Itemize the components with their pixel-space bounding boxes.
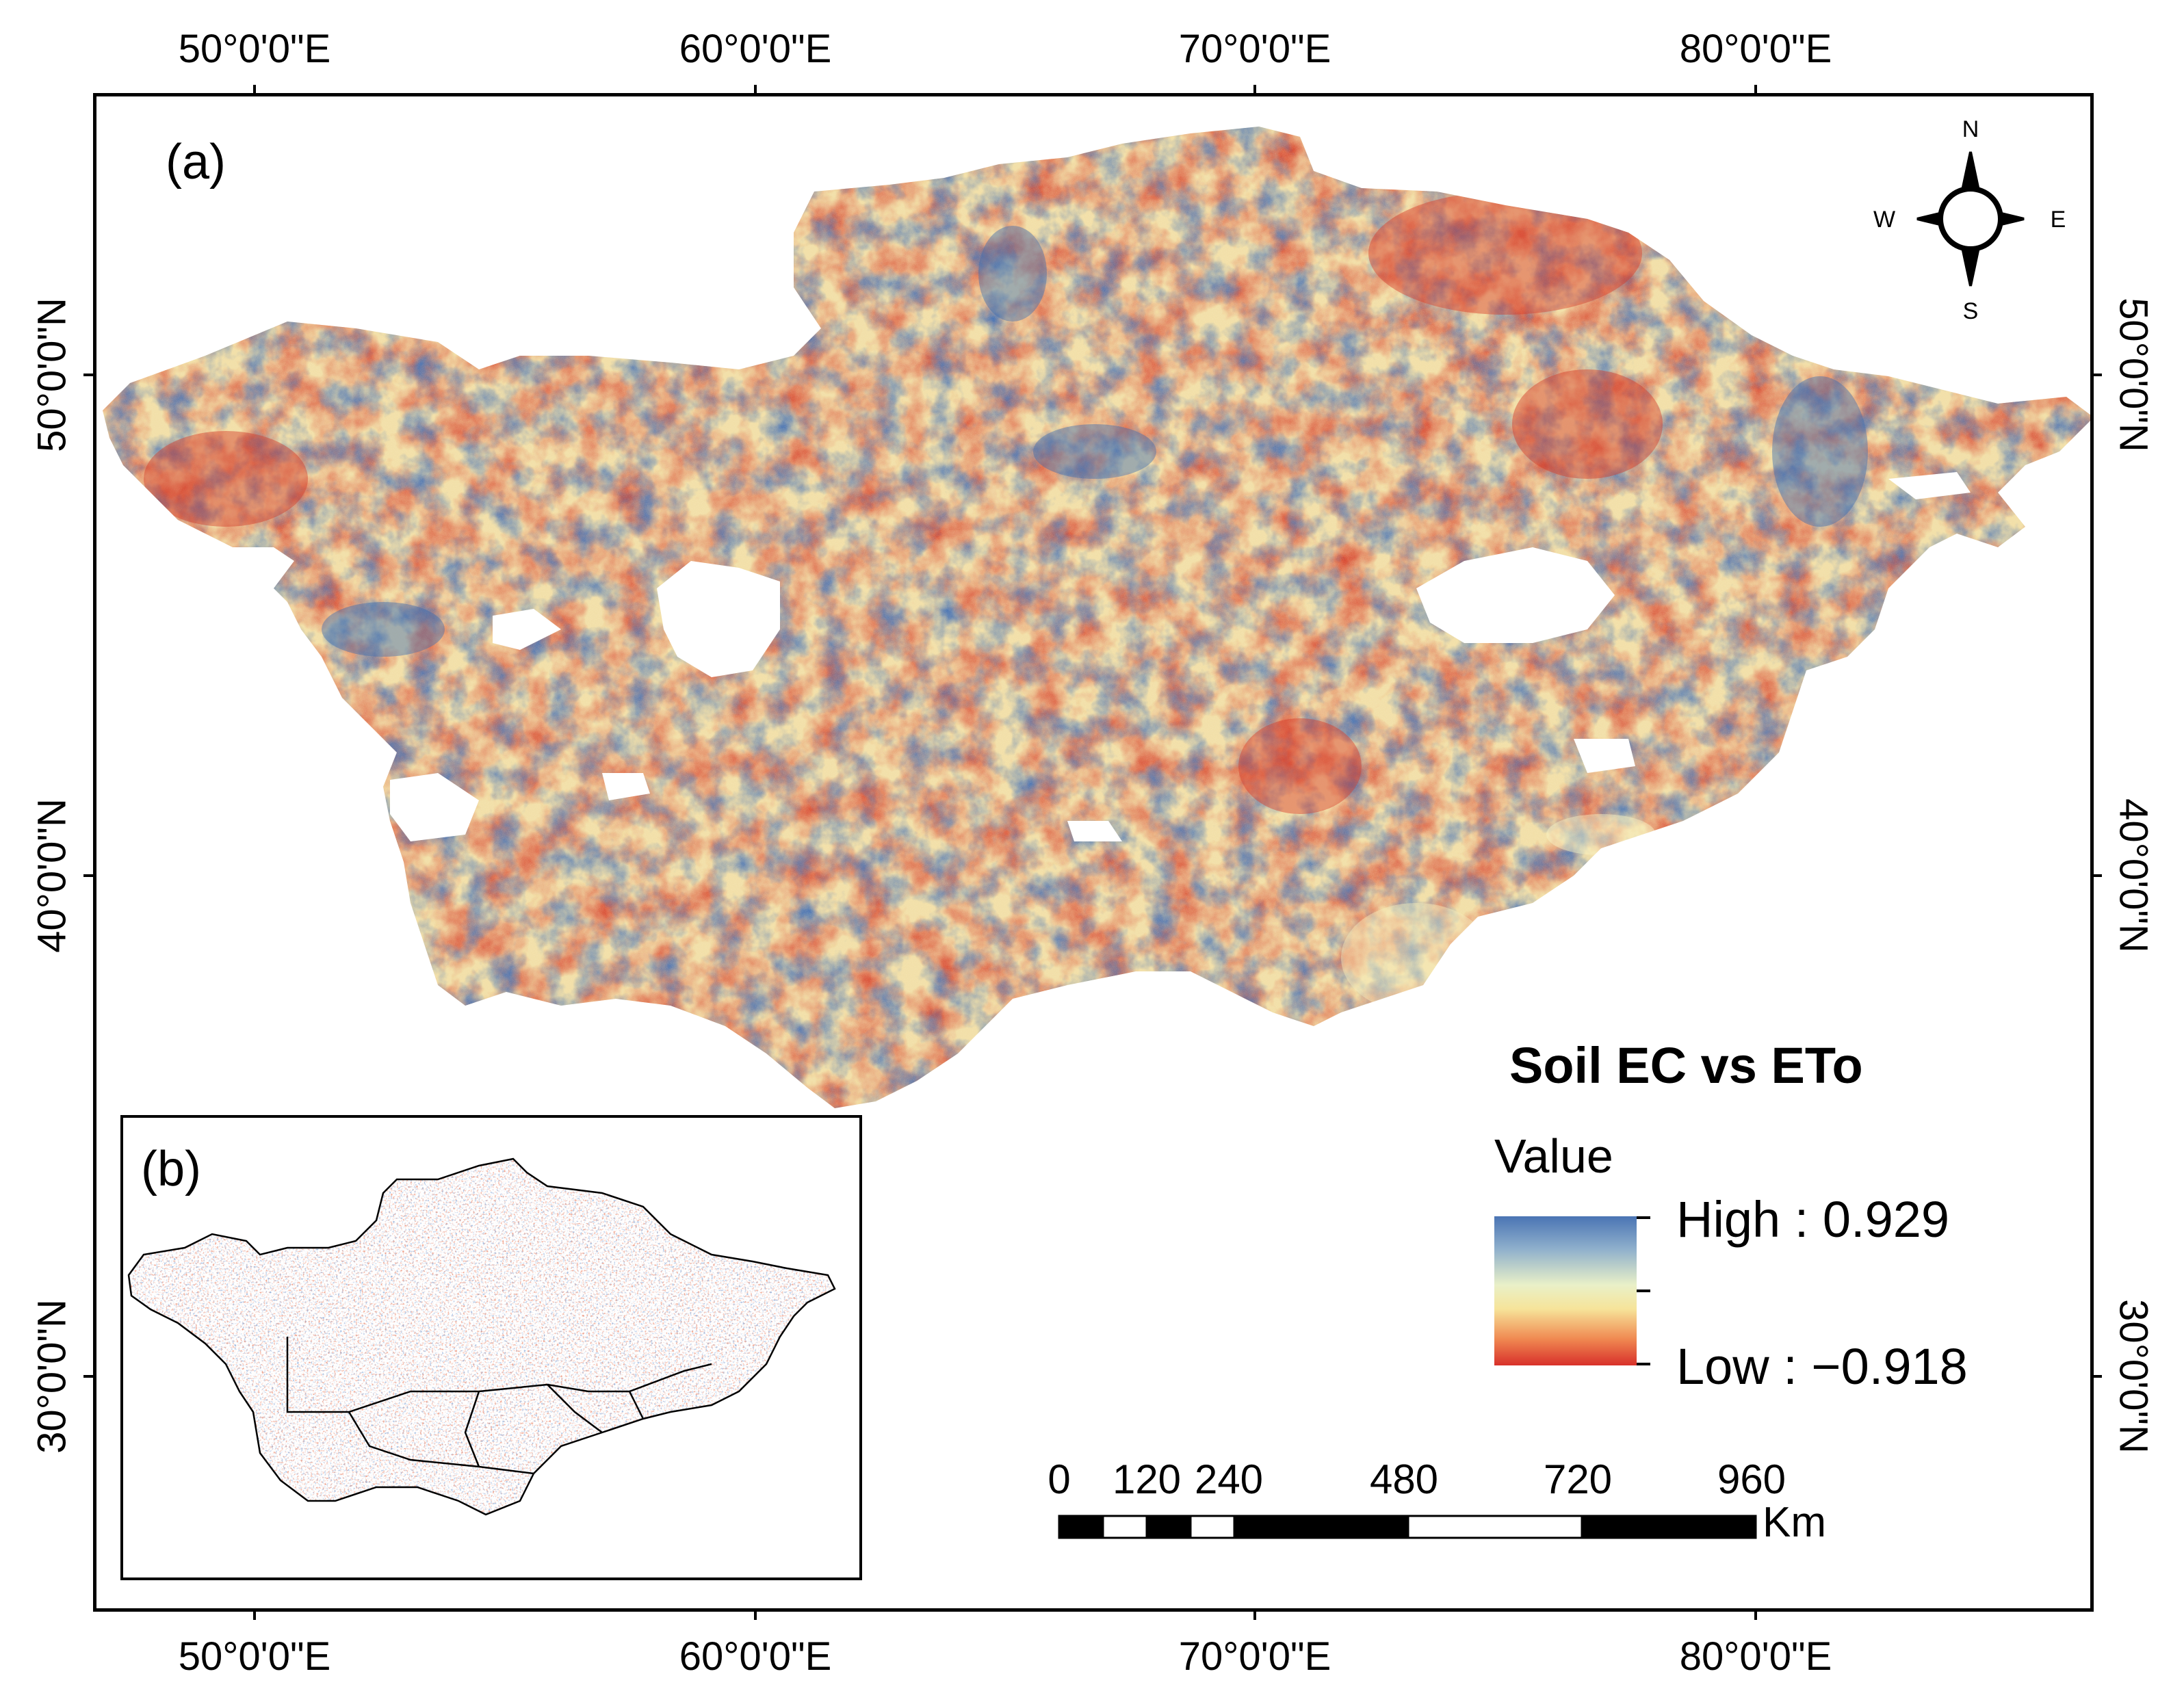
scale-label: 0 bbox=[1048, 1456, 1071, 1502]
scale-bar bbox=[1058, 1515, 1757, 1539]
inset-map bbox=[127, 1157, 836, 1516]
correlation-raster-map bbox=[103, 127, 2090, 1108]
no-data-areas bbox=[390, 472, 1971, 841]
scale-label: 720 bbox=[1543, 1456, 1613, 1502]
legend-low-label: Low : −0.918 bbox=[1676, 1338, 1968, 1395]
top-lon-tick: 50°0'0"E bbox=[178, 27, 331, 71]
compass-e-label: E bbox=[2051, 207, 2066, 233]
panel-label-b: (b) bbox=[141, 1142, 201, 1196]
compass-n-label: N bbox=[1962, 116, 1979, 142]
map-frame bbox=[93, 93, 2094, 1612]
top-lon-tick: 60°0'0"E bbox=[679, 27, 832, 71]
legend-high-label: High : 0.929 bbox=[1676, 1191, 1950, 1248]
legend-tick-mid bbox=[1637, 1289, 1650, 1292]
compass-rose-icon: N S E W bbox=[1873, 116, 2066, 324]
legend-color-ramp bbox=[1494, 1216, 1637, 1365]
bottom-lon-tick: 60°0'0"E bbox=[679, 1634, 832, 1679]
legend-value-heading: Value bbox=[1494, 1129, 1613, 1183]
top-lon-tick: 80°0'0"E bbox=[1679, 27, 1832, 71]
top-lon-tick: 70°0'0"E bbox=[1178, 27, 1331, 71]
legend-title: Soil EC vs ETo bbox=[1509, 1037, 1863, 1094]
compass-s-label: S bbox=[1963, 298, 1979, 324]
legend-tick-low bbox=[1637, 1363, 1650, 1365]
compass-w-label: W bbox=[1873, 207, 1895, 233]
scale-label: 120 bbox=[1112, 1456, 1182, 1502]
bottom-lon-tick: 70°0'0"E bbox=[1178, 1634, 1331, 1679]
bottom-lon-tick: 80°0'0"E bbox=[1679, 1634, 1832, 1679]
scale-label: 960 bbox=[1717, 1456, 1786, 1502]
scale-label: 240 bbox=[1194, 1456, 1264, 1502]
scale-label: 480 bbox=[1369, 1456, 1439, 1502]
scale-unit-label: Km bbox=[1763, 1499, 1826, 1546]
panel-label-a: (a) bbox=[166, 135, 226, 189]
legend-tick-high bbox=[1637, 1216, 1650, 1219]
bottom-lon-tick: 50°0'0"E bbox=[178, 1634, 331, 1679]
